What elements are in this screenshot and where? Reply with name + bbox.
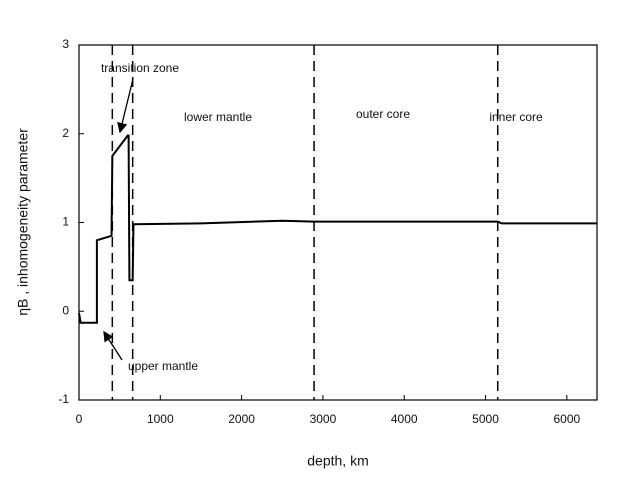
arrow — [117, 78, 134, 134]
x-tick-label: 1000 — [147, 412, 174, 426]
x-tick-label: 2000 — [228, 412, 255, 426]
x-tick-label: 5000 — [472, 412, 499, 426]
arrow — [103, 330, 123, 361]
annotation: lower mantle — [184, 110, 252, 124]
y-tick-label: -1 — [58, 392, 69, 406]
x-tick-label: 0 — [76, 412, 83, 426]
data-line — [78, 134, 597, 324]
annotation: upper mantle — [128, 359, 198, 373]
x-tick-label: 4000 — [391, 412, 418, 426]
x-tick-label: 6000 — [553, 412, 580, 426]
y-tick-label: 0 — [62, 303, 69, 317]
x-axis-label: depth, km — [307, 453, 368, 469]
annotation: inner core — [489, 110, 543, 124]
annotation: outer core — [356, 107, 410, 121]
x-tick-label: 3000 — [310, 412, 337, 426]
y-tick-label: 2 — [62, 126, 69, 140]
y-tick-label: 3 — [62, 37, 69, 51]
y-axis-label: ηB , inhomogeneity parameter — [15, 128, 31, 316]
y-tick-label: 1 — [62, 215, 69, 229]
annotation: transition zone — [101, 61, 179, 75]
